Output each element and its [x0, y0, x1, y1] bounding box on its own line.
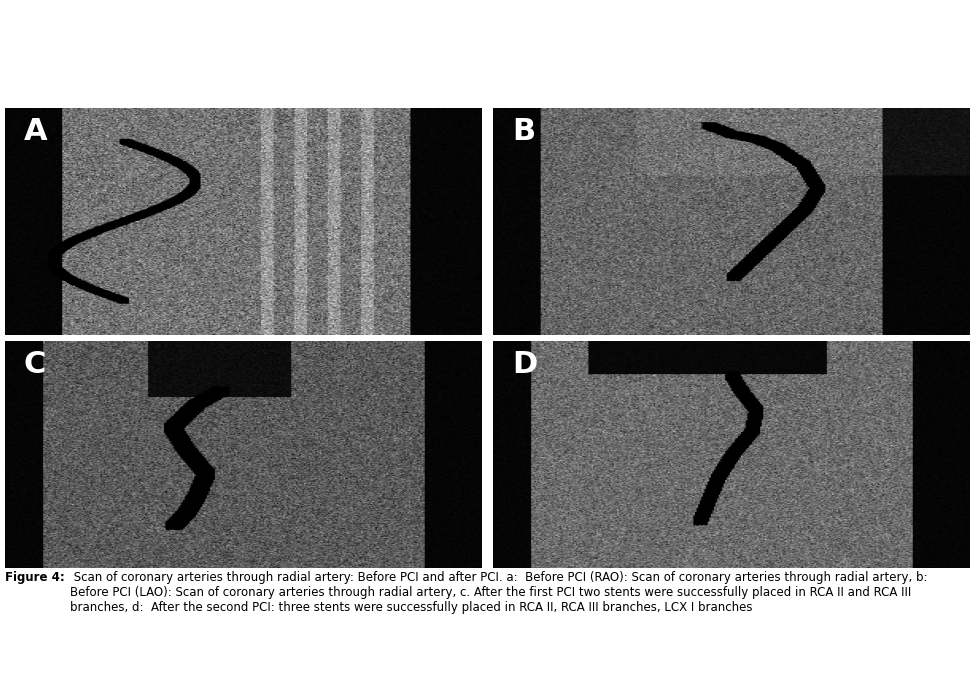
Text: C: C: [24, 350, 47, 379]
Text: D: D: [512, 350, 538, 379]
Text: A: A: [24, 117, 48, 146]
Text: Figure 4:: Figure 4:: [5, 571, 64, 584]
Text: B: B: [512, 117, 535, 146]
Text: Scan of coronary arteries through radial artery: Before PCI and after PCI. a:  B: Scan of coronary arteries through radial…: [70, 571, 932, 614]
